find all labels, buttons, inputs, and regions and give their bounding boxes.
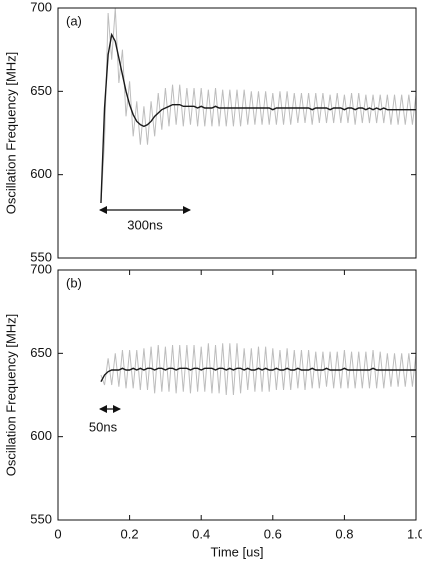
series-line	[100, 367, 416, 383]
x-tick-label: 0.4	[192, 526, 210, 541]
y-tick-label: 700	[30, 261, 52, 276]
plot-area	[100, 8, 416, 204]
plot-frame	[57, 269, 417, 521]
plot-area	[100, 343, 416, 396]
x-axis-label: Time [us]	[211, 544, 264, 559]
y-tick-label: 550	[30, 249, 52, 264]
series-line	[100, 32, 416, 204]
y-axis-label: Oscillation Frequency [MHz]	[3, 314, 18, 477]
y-axis-label: Oscillation Frequency [MHz]	[3, 52, 18, 215]
panel: 550 600 650 700 0 0.2 0.4 0.6 0.8 1.0 Time [us] Osc…	[3, 261, 422, 559]
annotation: 300ns	[127, 217, 163, 232]
y-tick-label: 700	[30, 0, 52, 14]
x-tick-label: 0.8	[335, 526, 353, 541]
x-tick-label: 1.0	[407, 526, 422, 541]
y-tick-label: 650	[30, 83, 52, 98]
y-tick-label: 650	[30, 345, 52, 360]
x-tick-label: 0	[54, 526, 61, 541]
y-tick-label: 600	[30, 166, 52, 181]
panel: 550 600 650 700 Oscillation Frequency [MHz] (…	[3, 0, 417, 264]
series-line	[100, 343, 416, 396]
y-tick-label: 600	[30, 428, 52, 443]
x-tick-label: 0.6	[264, 526, 282, 541]
plot-frame	[57, 7, 417, 259]
y-tick-label: 550	[30, 511, 52, 526]
annotation: 50ns	[89, 419, 118, 434]
series-line	[100, 8, 416, 204]
x-tick-label: 0.2	[121, 526, 139, 541]
panel-label: (b)	[66, 275, 82, 290]
panel-label: (a)	[66, 13, 82, 28]
